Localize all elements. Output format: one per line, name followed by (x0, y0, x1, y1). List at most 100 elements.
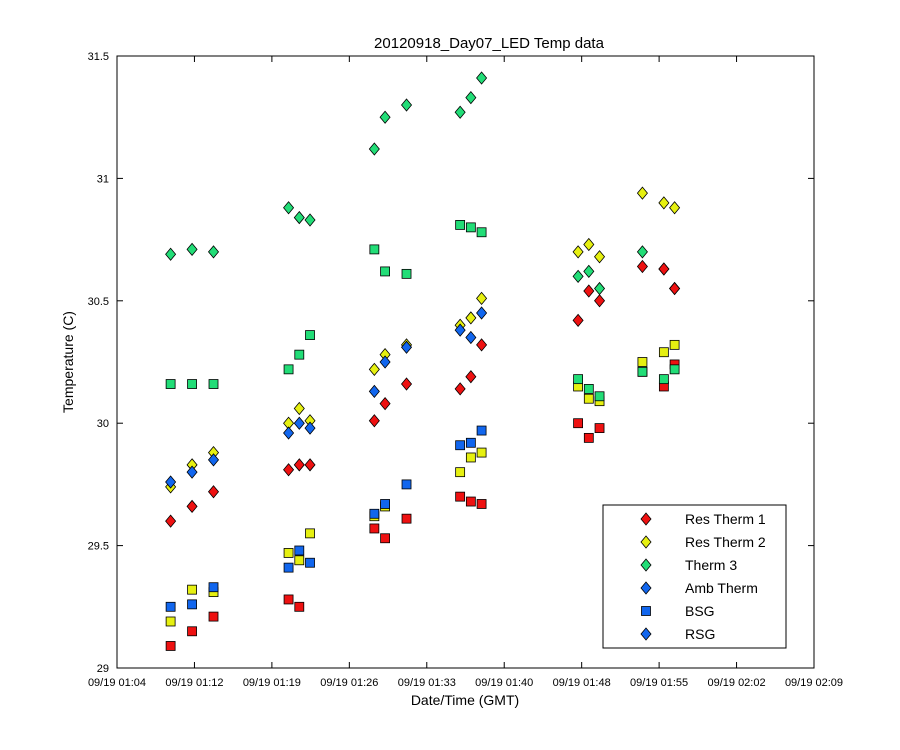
data-point (572, 269, 584, 283)
data-point (283, 562, 294, 573)
x-tick-label: 09/19 02:02 (707, 677, 765, 689)
data-point (304, 458, 316, 472)
legend-label: BSG (685, 603, 715, 619)
legend-marker (641, 606, 651, 616)
data-point (401, 340, 413, 354)
data-point (283, 548, 294, 558)
series-res-therm-1 (165, 259, 681, 528)
data-point (304, 213, 316, 227)
data-point (379, 110, 391, 124)
data-point (283, 364, 294, 375)
data-point (293, 210, 305, 225)
data-point (583, 384, 594, 394)
y-axis-title: Temperature (C) (60, 311, 76, 413)
data-point (305, 528, 315, 539)
y-tick-label: 31.5 (88, 51, 109, 63)
data-point (369, 508, 380, 519)
y-tick-label: 30.5 (88, 296, 109, 308)
y-axis: 29 29.5 30 30.5 31 31.5 (88, 51, 814, 675)
legend-label: Amb Therm (685, 580, 758, 596)
data-point (637, 366, 648, 377)
legend-label: Res Therm 1 (685, 511, 766, 527)
data-point (186, 465, 198, 479)
data-point (401, 98, 413, 112)
data-point (165, 601, 176, 612)
chart-title: 20120918_Day07_LED Temp data (374, 35, 605, 52)
data-point (465, 370, 477, 384)
legend-label: RSG (685, 626, 715, 642)
data-point (368, 142, 380, 156)
data-point (658, 347, 669, 358)
data-point (476, 425, 487, 436)
data-point (165, 616, 176, 627)
data-point (208, 611, 219, 622)
y-tick-label: 31 (97, 173, 109, 185)
data-point (658, 374, 669, 385)
data-point (368, 362, 380, 376)
series-bsg (165, 425, 487, 612)
data-point (379, 355, 391, 369)
legend-marker (640, 512, 652, 526)
data-point (465, 330, 477, 345)
data-point (187, 379, 197, 389)
data-point (401, 479, 412, 490)
data-point (573, 418, 583, 429)
x-tick-label: 09/19 01:40 (475, 677, 533, 689)
data-point (304, 421, 316, 435)
x-tick-label: 09/19 01:48 (553, 677, 611, 689)
data-point (476, 447, 487, 458)
data-point (380, 499, 390, 509)
data-point (594, 250, 606, 264)
data-point (186, 499, 198, 514)
data-point (283, 463, 295, 477)
data-point (401, 377, 413, 391)
x-tick-label: 09/19 01:19 (243, 677, 301, 689)
x-axis-title: Date/Time (GMT) (411, 692, 519, 708)
data-point (305, 330, 315, 340)
legend-marker (640, 535, 652, 549)
data-point (454, 105, 466, 119)
data-point (455, 467, 466, 478)
series-amb-therm (165, 306, 488, 489)
data-point (207, 453, 220, 467)
data-point (636, 259, 648, 274)
data-point (572, 245, 584, 259)
data-point (283, 594, 294, 605)
x-tick-label: 09/19 01:26 (320, 677, 378, 689)
data-point (380, 533, 390, 544)
data-point (465, 496, 476, 507)
data-point (294, 349, 305, 360)
data-point (187, 626, 197, 637)
data-point (476, 291, 488, 305)
data-point (165, 475, 177, 489)
data-point (293, 401, 305, 416)
data-point (583, 264, 595, 279)
data-point (583, 284, 595, 298)
data-point (187, 599, 197, 610)
data-point (165, 379, 176, 389)
data-point (476, 227, 487, 238)
data-point (401, 513, 412, 524)
data-point (208, 582, 219, 593)
series-res-therm-2 (165, 186, 681, 494)
data-point (454, 323, 466, 337)
data-point (594, 294, 606, 308)
data-point (637, 357, 648, 367)
data-point (380, 266, 390, 277)
legend-label: Therm 3 (685, 557, 737, 573)
series-square-22dd77 (165, 220, 680, 402)
x-tick-label: 09/19 01:12 (165, 677, 223, 689)
data-point (294, 555, 305, 566)
data-point (465, 437, 476, 448)
data-point (187, 584, 197, 595)
data-point (165, 514, 177, 528)
legend-label: Res Therm 2 (685, 534, 766, 550)
data-point (476, 306, 488, 320)
data-point (669, 281, 681, 296)
data-point (583, 237, 595, 252)
data-point (165, 247, 177, 261)
data-point (368, 384, 380, 399)
data-point (305, 557, 315, 568)
